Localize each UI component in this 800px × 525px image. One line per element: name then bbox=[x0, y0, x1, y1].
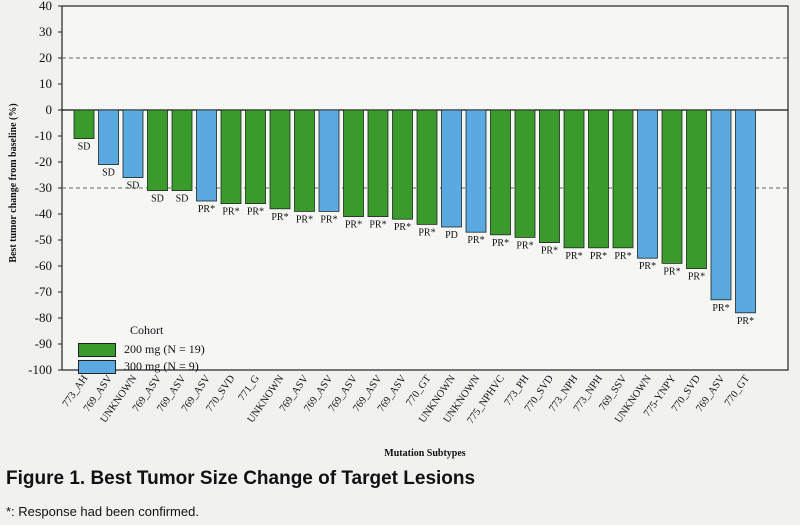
bar bbox=[122, 109, 144, 178]
y-tick-label: -90 bbox=[35, 336, 52, 351]
y-tick-label: -20 bbox=[35, 154, 52, 169]
bar bbox=[294, 109, 315, 212]
bar bbox=[73, 109, 95, 140]
bar bbox=[367, 109, 389, 217]
bar bbox=[147, 109, 168, 191]
y-tick-label: -80 bbox=[35, 310, 52, 325]
bar bbox=[220, 109, 242, 204]
bar-response-label: PR* bbox=[541, 246, 558, 257]
bar bbox=[196, 109, 217, 202]
bar bbox=[392, 109, 413, 220]
bar-response-label: PR* bbox=[271, 212, 288, 223]
bar-response-label: PR* bbox=[614, 251, 631, 262]
y-tick-label: 0 bbox=[46, 102, 53, 117]
bar bbox=[612, 109, 634, 249]
y-tick-label: 10 bbox=[39, 76, 52, 91]
bar bbox=[514, 109, 536, 238]
y-tick-label: -40 bbox=[35, 206, 52, 221]
legend-label-300mg: 300 mg (N = 9) bbox=[124, 359, 199, 373]
legend-swatch-300mg bbox=[78, 359, 116, 374]
bar-response-label: PR* bbox=[492, 238, 509, 249]
bar bbox=[343, 109, 364, 217]
bar-response-label: PR* bbox=[590, 251, 607, 262]
x-tick-label: 770_GT bbox=[723, 373, 752, 408]
x-axis-title: Mutation Subtypes bbox=[384, 448, 466, 459]
bar-response-label: PR* bbox=[737, 316, 754, 327]
bar-response-label: PR* bbox=[345, 220, 362, 231]
bar bbox=[245, 109, 266, 204]
bar bbox=[710, 109, 732, 301]
bar-response-label: PR* bbox=[394, 222, 411, 233]
bar-response-label: PR* bbox=[198, 204, 215, 215]
bar bbox=[318, 109, 340, 212]
legend-title: Cohort bbox=[130, 323, 164, 337]
bar bbox=[588, 109, 609, 249]
bar bbox=[465, 109, 487, 233]
y-tick-label: -60 bbox=[35, 258, 52, 273]
bar-response-label: PR* bbox=[369, 220, 386, 231]
y-tick-label: -100 bbox=[28, 362, 52, 377]
y-tick-label: -70 bbox=[35, 284, 52, 299]
bar bbox=[490, 109, 511, 236]
bar bbox=[416, 109, 438, 225]
legend-label-200mg: 200 mg (N = 19) bbox=[124, 342, 205, 356]
bar bbox=[735, 109, 756, 314]
bar-response-label: PR* bbox=[467, 235, 484, 246]
bar-response-label: PR* bbox=[712, 303, 729, 314]
legend-swatch-200mg bbox=[78, 342, 116, 357]
y-axis-title: Best tumor change from baseline (%) bbox=[8, 103, 19, 262]
bar-response-label: PR* bbox=[688, 272, 705, 283]
x-tick-label: 771_G bbox=[237, 373, 263, 403]
legend-item-300mg: 300 mg (N = 9) bbox=[78, 358, 205, 375]
bar-response-label: SD bbox=[127, 181, 140, 192]
legend: Cohort 200 mg (N = 19) 300 mg (N = 9) bbox=[78, 323, 205, 375]
bar bbox=[563, 109, 585, 249]
y-tick-label: -50 bbox=[35, 232, 52, 247]
figure-title: Figure 1. Best Tumor Size Change of Targ… bbox=[6, 468, 476, 489]
bar bbox=[539, 109, 560, 244]
bar bbox=[441, 109, 462, 228]
y-tick-label: 20 bbox=[39, 50, 52, 65]
bar-response-label: PR* bbox=[516, 240, 533, 251]
bar bbox=[686, 109, 707, 270]
y-tick-label: -30 bbox=[35, 180, 52, 195]
bar-response-label: PR* bbox=[296, 214, 313, 225]
bar bbox=[661, 109, 683, 264]
bar-response-label: PD bbox=[445, 230, 458, 241]
y-tick-label: 40 bbox=[39, 0, 52, 13]
bar-response-label: PR* bbox=[565, 251, 582, 262]
bar-response-label: PR* bbox=[418, 227, 435, 238]
bar-response-label: PR* bbox=[247, 207, 264, 218]
bar-response-label: SD bbox=[151, 194, 164, 205]
bar bbox=[269, 109, 291, 210]
y-tick-label: -10 bbox=[35, 128, 52, 143]
y-tick-label: 30 bbox=[39, 24, 52, 39]
bar bbox=[171, 109, 193, 191]
bar-response-label: PR* bbox=[639, 261, 656, 272]
bar-response-label: SD bbox=[102, 168, 115, 179]
bar-response-label: PR* bbox=[663, 266, 680, 277]
bar bbox=[637, 109, 658, 259]
bar-response-label: PR* bbox=[320, 214, 337, 225]
bar-response-label: SD bbox=[78, 142, 91, 153]
figure-note: *: Response had been confirmed. bbox=[6, 504, 199, 519]
bar-response-label: PR* bbox=[222, 207, 239, 218]
bar-response-label: SD bbox=[176, 194, 189, 205]
legend-item-200mg: 200 mg (N = 19) bbox=[78, 341, 205, 358]
bar bbox=[98, 109, 119, 165]
